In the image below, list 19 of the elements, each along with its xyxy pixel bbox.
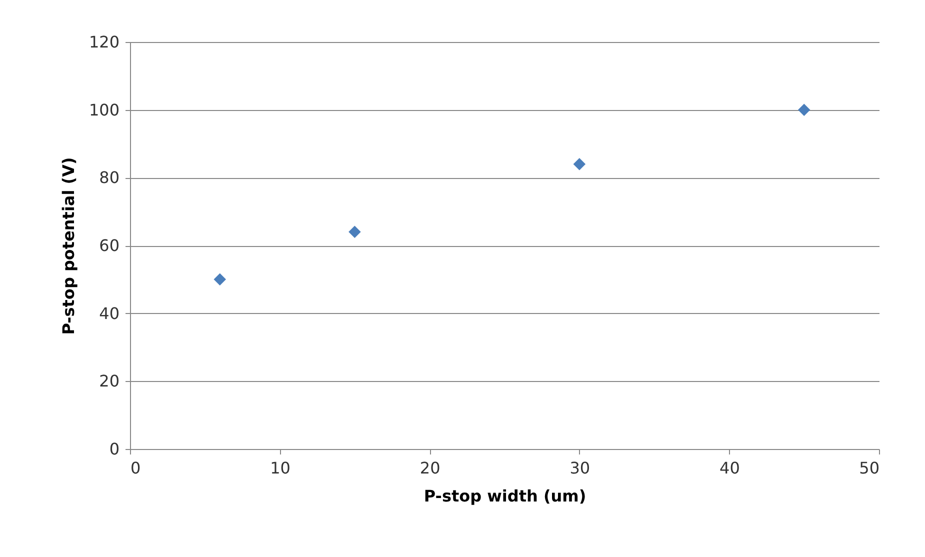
y-axis-title: P-stop potential (V) bbox=[58, 157, 78, 335]
y-tick-label: 0 bbox=[109, 440, 120, 458]
y-tick-label: 120 bbox=[88, 32, 120, 52]
point bbox=[348, 226, 361, 238]
x-tick-label: 40 bbox=[720, 458, 740, 478]
y-tick-label: 20 bbox=[99, 372, 120, 391]
x-tick-label: 20 bbox=[420, 458, 440, 478]
y-tick-label: 60 bbox=[99, 236, 120, 255]
point bbox=[573, 158, 586, 170]
y-tick-label: 80 bbox=[99, 168, 120, 188]
y-tick-label: 40 bbox=[99, 304, 120, 323]
point bbox=[798, 104, 810, 116]
x-axis-title: P-stop width (um) bbox=[424, 486, 586, 506]
x-tick-label: 0 bbox=[130, 458, 141, 478]
x-tick-label: 10 bbox=[270, 458, 290, 478]
point bbox=[214, 273, 226, 286]
x-tick-label: 30 bbox=[570, 458, 590, 478]
y-tick-label: 100 bbox=[88, 100, 120, 120]
x-tick-label: 50 bbox=[859, 458, 880, 478]
